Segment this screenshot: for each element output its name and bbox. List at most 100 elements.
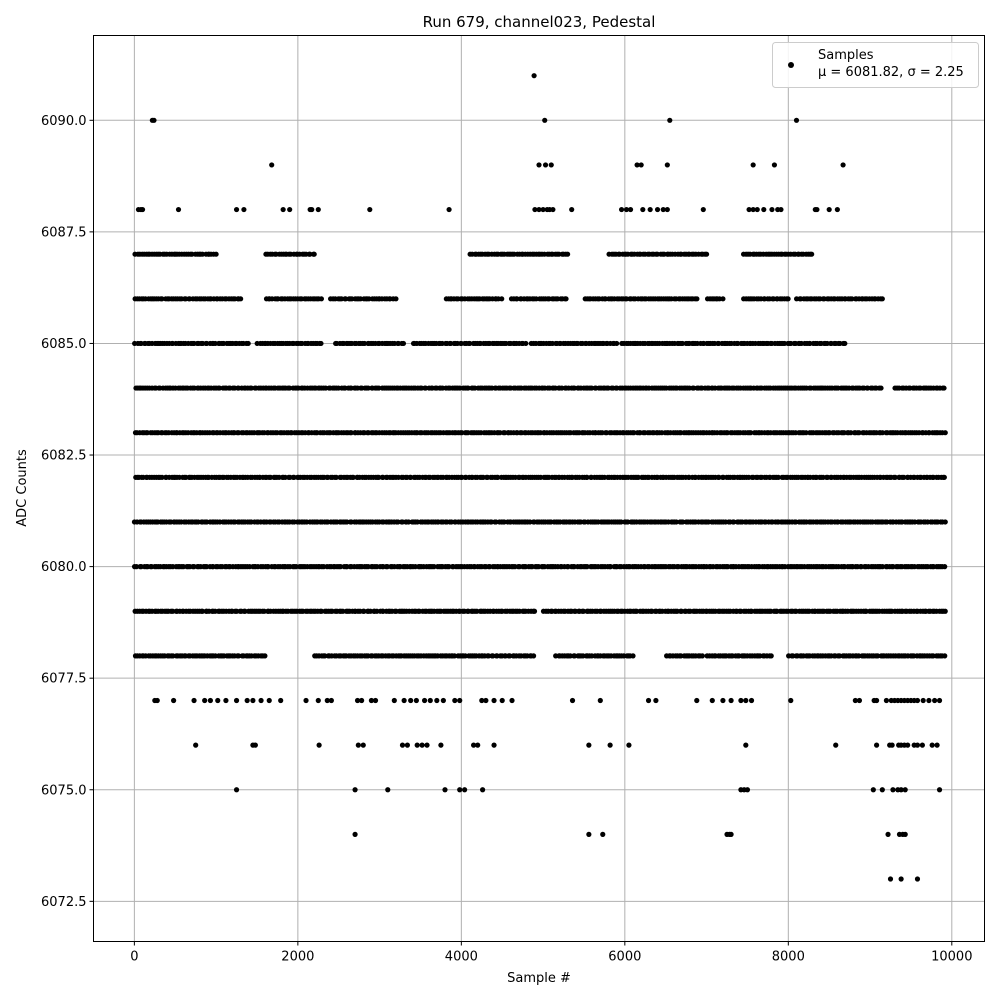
- data-point: [728, 831, 734, 837]
- data-point: [660, 206, 666, 213]
- data-point: [199, 608, 206, 614]
- data-point: [627, 206, 634, 213]
- data-point: [408, 697, 414, 704]
- x-tick-label: 0: [130, 950, 138, 965]
- data-point: [318, 608, 325, 614]
- data-point: [863, 608, 869, 614]
- data-point: [328, 697, 334, 704]
- data-point: [887, 876, 894, 882]
- y-tick-label: 6082.5: [41, 449, 87, 464]
- data-point: [743, 697, 749, 704]
- data-point: [393, 296, 399, 302]
- chart-title: Run 679, channel023, Pedestal: [423, 13, 656, 31]
- data-point: [361, 608, 367, 614]
- data-point: [340, 608, 346, 614]
- data-point: [914, 876, 921, 882]
- data-point: [942, 519, 948, 525]
- data-point: [942, 653, 948, 659]
- data-point: [536, 206, 542, 213]
- data-point: [159, 296, 165, 302]
- data-point: [936, 697, 943, 704]
- data-point: [316, 742, 322, 748]
- data-point: [404, 742, 410, 748]
- data-point: [245, 340, 251, 347]
- data-point: [849, 296, 855, 302]
- data-point: [768, 653, 774, 659]
- data-point: [932, 697, 938, 704]
- legend-box: [772, 42, 979, 88]
- data-point: [391, 697, 397, 704]
- data-point: [700, 206, 706, 213]
- data-point: [754, 206, 760, 213]
- data-point: [569, 206, 575, 213]
- data-point: [457, 787, 463, 793]
- x-tick-label: 8000: [772, 950, 805, 965]
- data-point: [499, 296, 505, 302]
- data-points: [131, 73, 948, 882]
- data-point: [442, 787, 448, 793]
- data-point: [567, 653, 573, 659]
- data-point: [584, 564, 590, 570]
- data-point: [531, 73, 537, 79]
- data-point: [352, 787, 358, 793]
- data-point: [509, 697, 515, 704]
- data-point: [244, 697, 250, 704]
- data-point: [350, 474, 356, 480]
- data-point: [638, 162, 644, 168]
- data-point: [679, 340, 686, 347]
- data-point: [191, 697, 197, 704]
- y-tick-label: 6077.5: [41, 672, 87, 687]
- data-point: [354, 697, 361, 704]
- y-tick-label: 6080.0: [41, 560, 87, 575]
- data-point: [803, 430, 809, 436]
- data-point: [748, 430, 754, 436]
- data-point: [926, 697, 932, 704]
- data-point: [431, 564, 437, 570]
- data-point: [750, 206, 756, 213]
- data-point: [942, 608, 948, 614]
- legend-label-stats: μ = 6081.82, σ = 2.25: [818, 65, 964, 80]
- x-axis-ticks: 0 2000 4000 6000 8000 10000: [130, 941, 972, 965]
- y-axis-ticks: 6072.5 6075.0 6077.5 6080.0 6082.5 6085.0 6087…: [41, 114, 94, 910]
- x-axis-label: Sample #: [507, 971, 571, 986]
- data-point: [744, 787, 751, 793]
- data-point: [532, 206, 538, 213]
- data-point: [614, 340, 620, 347]
- data-point: [653, 697, 659, 704]
- data-point: [154, 697, 160, 704]
- data-point: [250, 697, 256, 704]
- data-point: [400, 340, 407, 347]
- data-point: [438, 742, 444, 748]
- y-tick-label: 6085.0: [41, 337, 87, 352]
- data-point: [934, 742, 940, 748]
- data-point: [630, 653, 636, 659]
- data-point: [151, 117, 157, 123]
- data-point: [586, 742, 592, 748]
- data-point: [941, 474, 947, 480]
- data-point: [875, 653, 881, 659]
- data-point: [491, 742, 497, 748]
- data-point: [879, 564, 886, 570]
- data-point: [406, 519, 412, 525]
- data-point: [278, 697, 284, 704]
- data-point: [446, 206, 452, 213]
- data-point: [775, 474, 781, 480]
- data-point: [761, 206, 767, 213]
- y-tick-label: 6075.0: [41, 783, 87, 798]
- data-point: [523, 340, 529, 347]
- y-tick-label: 6090.0: [41, 114, 87, 129]
- data-point: [902, 787, 908, 793]
- data-point: [565, 251, 571, 257]
- data-point: [878, 385, 884, 391]
- data-point: [452, 697, 458, 704]
- data-point: [242, 608, 248, 614]
- data-point: [738, 697, 744, 704]
- data-point: [324, 697, 330, 704]
- data-point: [318, 340, 324, 347]
- legend-label-samples: Samples: [818, 48, 874, 63]
- data-point: [814, 206, 820, 213]
- data-point: [434, 697, 440, 704]
- data-point: [731, 519, 737, 525]
- data-point: [419, 742, 425, 748]
- data-point: [542, 162, 549, 168]
